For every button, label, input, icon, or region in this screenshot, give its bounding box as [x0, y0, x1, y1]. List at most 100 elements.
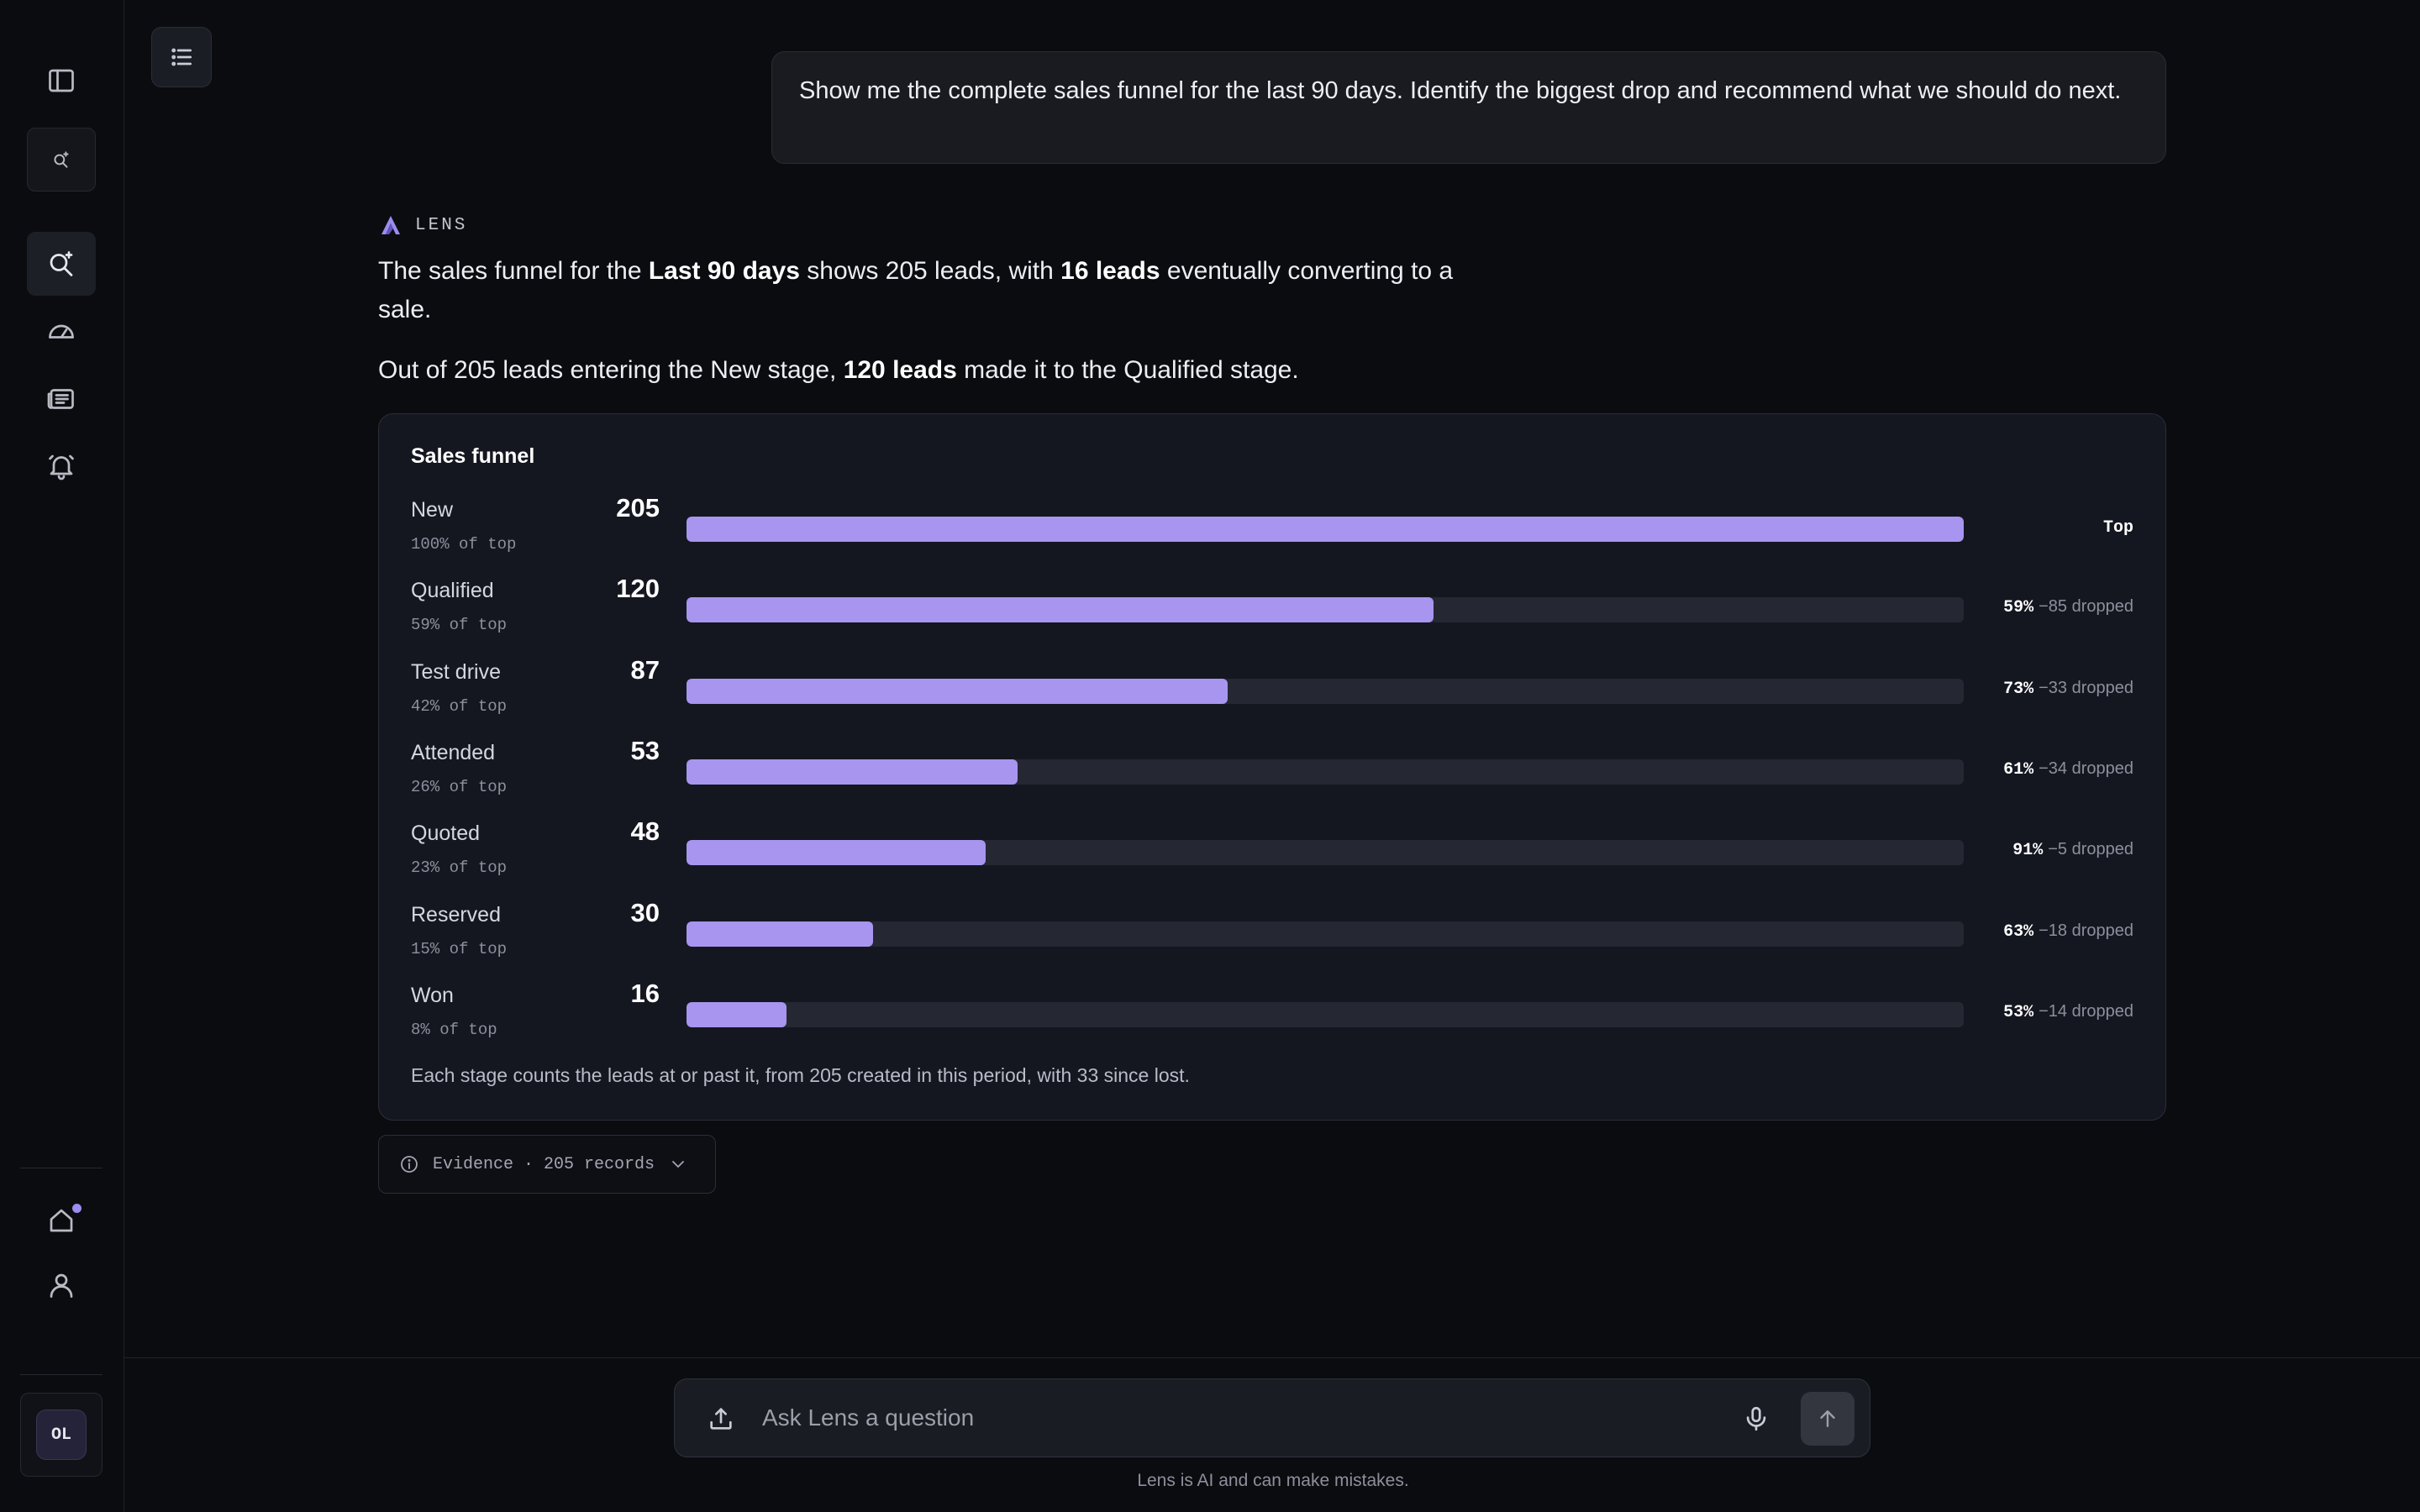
answer-paragraph-2: Out of 205 leads entering the New stage,… [378, 351, 1807, 390]
stage-drop: 73% −33 dropped [2003, 679, 2133, 699]
stage-conversion: 61% [2003, 759, 2034, 780]
stage-count: 53 [630, 735, 660, 765]
stage-bar-fill [687, 759, 1018, 785]
stage-bar-fill [687, 517, 1964, 542]
answer-paragraph-1: The sales funnel for the Last 90 days sh… [378, 252, 1487, 329]
user-message: Show me the complete sales funnel for th… [771, 51, 2166, 164]
answer-emphasis: Last 90 days [648, 257, 800, 285]
upload-button[interactable] [707, 1404, 735, 1437]
sidebar-item-dashboard[interactable] [27, 299, 96, 363]
composer [674, 1378, 1870, 1457]
stage-dropped: −18 dropped [2039, 921, 2133, 940]
microphone-icon [1746, 1406, 1766, 1431]
stage-label: Test drive [411, 659, 501, 684]
stage-dropped: −14 dropped [2039, 1001, 2133, 1021]
assistant-header: LENS [378, 213, 467, 238]
stage-share: 59% of top [411, 616, 508, 635]
outline-button[interactable] [151, 27, 212, 87]
evidence-label: Evidence · 205 records [433, 1154, 655, 1174]
home-icon [50, 1209, 73, 1232]
funnel-row: Attended 26% of top 53 61% −34 dropped [379, 736, 2165, 822]
funnel-row: New 100% of top 205 Top [379, 493, 2165, 579]
new-search-button[interactable] [27, 128, 96, 192]
notification-dot [72, 1204, 82, 1213]
stage-bar-track [687, 840, 1964, 866]
stage-count: 48 [630, 816, 660, 847]
bell-icon [49, 454, 74, 480]
question-input[interactable] [762, 1394, 1720, 1441]
stage-drop: 63% −18 dropped [2003, 921, 2133, 942]
stage-count: 87 [630, 654, 660, 685]
search-sparkle-icon [54, 151, 69, 168]
answer-text: eventually converting to a sale. [378, 257, 1454, 323]
microphone-button[interactable] [1742, 1404, 1770, 1437]
stage-label: Quoted [411, 822, 481, 846]
sidebar-item-alerts[interactable] [27, 434, 96, 498]
sidebar-item-reports[interactable] [27, 367, 96, 431]
sidebar-panel-icon [49, 69, 74, 92]
upload-icon [710, 1408, 732, 1430]
stage-share: 23% of top [411, 858, 508, 878]
stage-bar-fill [687, 1001, 786, 1027]
sales-funnel-card: Sales funnel New 100% of top 205 Top Qualifi… [378, 413, 2166, 1121]
funnel-row: Quoted 23% of top 48 91% −5 dropped [379, 816, 2165, 902]
funnel-row: Test drive 42% of top 87 73% −33 dropped [379, 655, 2165, 741]
stage-conversion: 73% [2003, 679, 2034, 699]
stage-dropped: −5 dropped [2048, 840, 2133, 859]
sidebar-divider [20, 1374, 103, 1375]
ai-disclaimer: Lens is AI and can make mistakes. [1137, 1471, 1409, 1490]
composer-divider [124, 1357, 2420, 1358]
sidebar-item-profile[interactable] [27, 1253, 96, 1317]
stage-drop: 91% −5 dropped [2012, 840, 2133, 860]
stage-label: Attended [411, 740, 496, 764]
arrow-up-icon [1820, 1410, 1835, 1427]
sidebar-item-search[interactable] [27, 232, 96, 296]
stage-bar-fill [687, 840, 986, 866]
stage-label: New [411, 498, 454, 522]
stage-label: Qualified [411, 579, 494, 603]
search-icon [50, 251, 73, 276]
stage-conversion: 91% [2012, 841, 2044, 861]
stage-share: 8% of top [411, 1020, 497, 1039]
card-title: Sales funnel [411, 444, 535, 468]
stage-conversion: 59% [2003, 598, 2034, 618]
stage-label: Reserved [411, 902, 501, 927]
gauge-icon [49, 324, 74, 339]
stage-bar-track [687, 921, 1964, 947]
stage-drop: 61% −34 dropped [2003, 759, 2133, 780]
answer-text: made it to the Qualified stage. [956, 356, 1299, 384]
funnel-footnote: Each stage counts the leads at or past i… [411, 1064, 1190, 1086]
answer-text: shows 205 leads, with [799, 257, 1061, 285]
stage-share: 42% of top [411, 696, 508, 716]
stage-conversion: 53% [2003, 1002, 2034, 1022]
stage-bar-fill [687, 678, 1228, 704]
list-icon [171, 48, 192, 66]
stage-bar-track [687, 517, 1964, 542]
lens-logo-icon [381, 216, 400, 234]
account-button[interactable]: OL [20, 1393, 103, 1477]
user-icon [50, 1273, 73, 1298]
stage-bar-track [687, 759, 1964, 785]
funnel-row: Reserved 15% of top 30 63% −18 dropped [379, 898, 2165, 984]
stage-bar-track [687, 1001, 1964, 1027]
info-icon [401, 1156, 418, 1173]
stage-bar-fill [687, 597, 1434, 623]
answer-text: The sales funnel for the [378, 257, 649, 285]
stage-count: 16 [630, 978, 660, 1008]
funnel-row: Qualified 59% of top 120 59% −85 dropped [379, 574, 2165, 659]
send-button[interactable] [1801, 1392, 1854, 1446]
stage-label: Won [411, 983, 454, 1007]
stage-count: 120 [616, 574, 660, 604]
stage-drop: 59% −85 dropped [2003, 597, 2133, 617]
sidebar-item-home[interactable] [27, 1189, 96, 1252]
evidence-toggle[interactable]: Evidence · 205 records [378, 1135, 716, 1194]
toggle-sidebar-button[interactable] [27, 49, 96, 113]
stage-dropped: −85 dropped [2039, 597, 2133, 617]
answer-text: Out of 205 leads entering the New stage, [378, 356, 844, 384]
stage-share: 100% of top [411, 535, 517, 554]
stage-bar-track [687, 597, 1964, 623]
answer-emphasis: 16 leads [1060, 257, 1160, 285]
stage-count: 205 [616, 493, 660, 522]
top-label: Top [2102, 518, 2133, 538]
sidebar: OL [0, 0, 124, 1512]
